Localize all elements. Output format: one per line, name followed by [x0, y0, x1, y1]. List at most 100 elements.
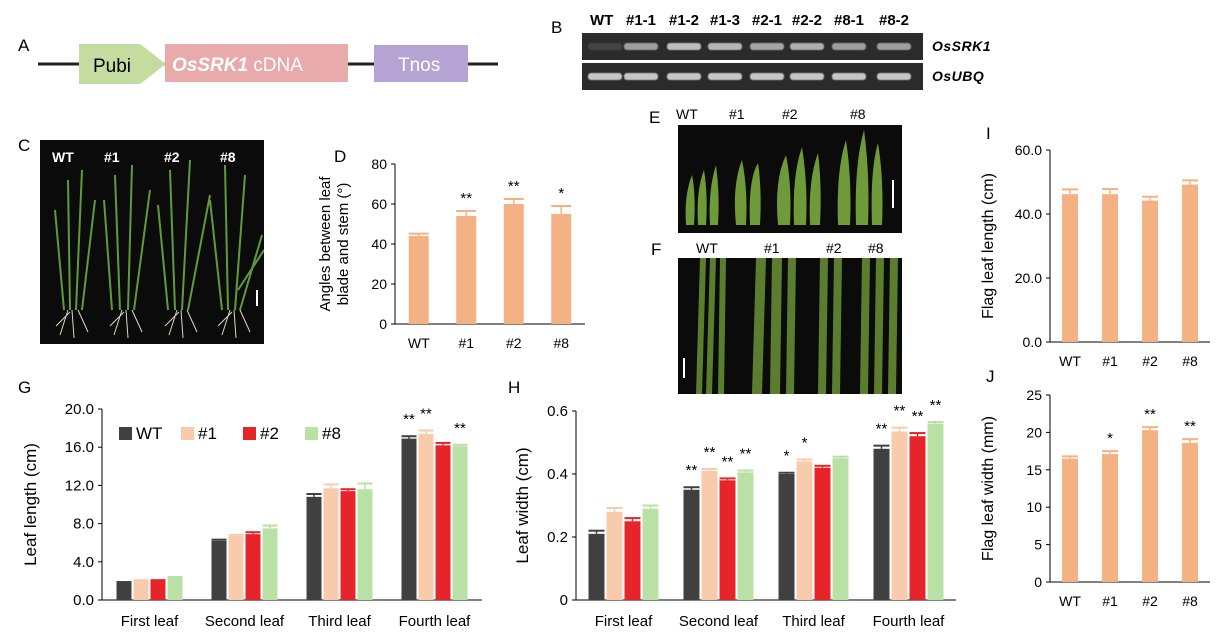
y-tick-label: 60	[371, 196, 387, 212]
significance-label: *	[784, 448, 790, 465]
gel-ossrk1	[582, 33, 923, 60]
bar	[551, 214, 572, 324]
gel-lane-label: WT	[590, 12, 614, 29]
x-tick-label: #8	[553, 335, 569, 351]
y-tick-label: 60.0	[1015, 142, 1042, 158]
chart-i: 0.0 20.0 40.0 60.0 WT #1 #2 #8 Flag leaf length …	[980, 142, 1210, 369]
gel-band	[790, 73, 824, 80]
gel-lane-label: #2-2	[792, 12, 823, 29]
x-tick-label: WT	[408, 335, 430, 351]
bar	[1062, 458, 1078, 582]
bar	[211, 540, 227, 600]
bar	[832, 458, 849, 600]
bar	[323, 488, 339, 600]
gene-label: OsSRK1 cDNA	[172, 55, 303, 76]
panel-label-b: B	[551, 18, 563, 37]
bar	[1182, 442, 1198, 582]
panel-label-i: I	[986, 124, 991, 143]
plant-photo: WT #1 #2 #8	[40, 140, 264, 344]
bar	[306, 496, 322, 600]
bar	[357, 489, 373, 600]
panel-label-g: G	[18, 378, 32, 397]
significance-label: **	[740, 446, 752, 463]
bar	[606, 511, 623, 600]
bar	[814, 467, 831, 600]
gel-lane-label: #8-1	[834, 12, 865, 29]
bar	[340, 491, 356, 600]
x-tick-label: #1	[1102, 593, 1118, 609]
significance-label: **	[420, 405, 432, 422]
photo-c-label-wt: WT	[52, 149, 74, 165]
significance-label: **	[894, 403, 906, 420]
x-tick-label: Third leaf	[782, 613, 845, 630]
y-tick-label: 25	[1026, 387, 1042, 403]
bar	[1142, 430, 1158, 582]
y-tick-label: 0.0	[1023, 334, 1043, 350]
terminator-label: Tnos	[398, 55, 440, 76]
x-tick-label: #2	[1142, 353, 1158, 369]
bar	[167, 578, 183, 600]
gel-band	[877, 43, 911, 50]
gel-band	[588, 43, 622, 50]
legend-swatch	[243, 427, 256, 440]
bar	[737, 472, 754, 600]
y-tick-label: 15	[1026, 462, 1042, 478]
gel-band	[832, 73, 866, 80]
x-tick-label: First leaf	[121, 613, 179, 630]
photo-c-label-1: #1	[104, 149, 120, 165]
gel-band	[624, 43, 658, 50]
y-tick-label: 0.2	[547, 529, 568, 546]
chart-d: 0 20 40 60 80 WT #1 ** #2 ** #8 * Angles between lea…	[317, 156, 585, 351]
y-tick-label: 5	[1034, 537, 1042, 553]
significance-label: **	[912, 408, 924, 425]
bar	[408, 236, 429, 324]
y-tick-label: 80	[371, 156, 387, 172]
construct-diagram: Pubi OsSRK1 cDNA Tnos	[38, 44, 498, 84]
gel-band	[667, 43, 701, 50]
bar	[452, 446, 468, 600]
significance-label: *	[802, 435, 808, 452]
x-tick-label: #8	[1182, 353, 1198, 369]
photo-f-label-1: #1	[764, 240, 780, 256]
y-axis-label: Angles between leafblade and stem (°)	[317, 176, 352, 312]
leaf-blade-illustration	[683, 258, 898, 394]
plant-illustration	[54, 159, 264, 339]
bar	[435, 445, 451, 600]
x-tick-label: WT	[1059, 593, 1081, 609]
panel-label-f: F	[651, 240, 662, 259]
terminator-box	[374, 45, 468, 82]
significance-label: **	[454, 420, 466, 437]
legend-label: #8	[322, 424, 341, 443]
photo-e-label-wt: WT	[676, 106, 698, 122]
y-tick-label: 20	[1026, 424, 1042, 440]
y-tick-label: 20.0	[1015, 270, 1042, 286]
gel-band	[588, 73, 622, 80]
bar	[228, 536, 244, 600]
gel-lane-label: #8-2	[879, 12, 910, 29]
bar	[642, 508, 659, 600]
y-tick-label: 0.0	[73, 592, 94, 609]
gene-label-osubq: OsUBQ	[932, 68, 985, 84]
x-tick-label: #1	[458, 335, 474, 351]
legend-label: #1	[198, 424, 217, 443]
bar	[891, 431, 908, 600]
gel-band	[750, 43, 784, 50]
panel-label-j: J	[986, 367, 995, 386]
y-tick-label: 40	[371, 236, 387, 252]
photo-f-label-8: #8	[868, 240, 884, 256]
x-tick-label: Fourth leaf	[399, 613, 472, 630]
bar	[262, 528, 278, 600]
promoter-arrow	[79, 44, 166, 84]
gel-lane-label: #1-3	[710, 12, 741, 29]
chart-g: 0.0 4.0 8.0 12.0 16.0 20.0 First leaf Second le…	[21, 401, 482, 630]
y-tick-label: 0	[379, 316, 387, 332]
gel-band	[750, 73, 784, 80]
bar	[927, 423, 944, 600]
y-tick-label: 16.0	[65, 439, 94, 456]
y-tick-label: 20	[371, 276, 387, 292]
gene-box	[165, 44, 348, 82]
panel-label-d: D	[334, 147, 347, 166]
x-tick-label: #2	[506, 335, 522, 351]
x-tick-label: #1	[1102, 353, 1118, 369]
